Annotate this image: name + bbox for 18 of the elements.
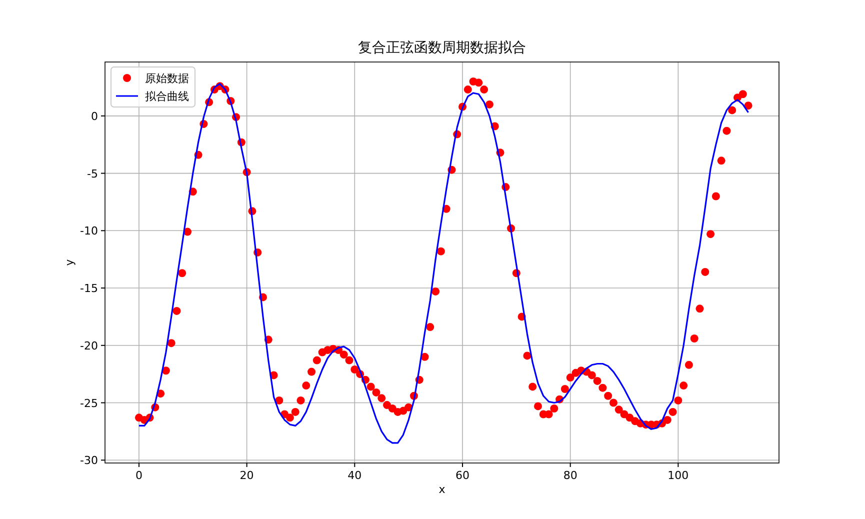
y-tick-label: 0 xyxy=(91,110,98,123)
x-tick-label: 20 xyxy=(240,469,254,482)
y-axis-title: y xyxy=(63,258,76,266)
y-tick-label: -5 xyxy=(87,167,98,180)
x-tick-label: 60 xyxy=(455,469,470,482)
y-tick-label: -15 xyxy=(80,282,98,296)
y-tick-label: -25 xyxy=(80,396,98,410)
y-tick-label: -20 xyxy=(80,339,98,352)
y-tick-label: -30 xyxy=(80,454,98,468)
legend-label: 拟合曲线 xyxy=(145,90,189,103)
y-tick-label: -10 xyxy=(80,224,98,238)
x-tick-label: 40 xyxy=(348,469,362,482)
x-axis-title: x xyxy=(438,483,446,496)
x-tick-label: 0 xyxy=(135,469,142,482)
chart-title: 复合正弦函数周期数据拟合 xyxy=(358,40,526,56)
legend-label: 原始数据 xyxy=(145,72,189,85)
x-tick-label: 100 xyxy=(668,469,689,482)
x-tick-label: 80 xyxy=(563,469,578,482)
